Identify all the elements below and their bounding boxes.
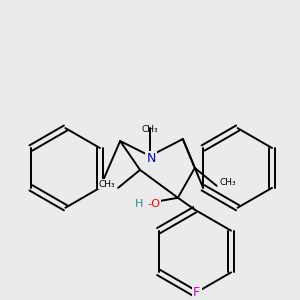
Text: F: F <box>193 286 200 299</box>
Text: CH₃: CH₃ <box>98 180 115 189</box>
Text: CH₃: CH₃ <box>220 178 236 187</box>
Text: CH₃: CH₃ <box>142 125 158 134</box>
Text: H: H <box>135 199 143 209</box>
Text: N: N <box>146 152 156 165</box>
Text: -O: -O <box>147 199 160 209</box>
